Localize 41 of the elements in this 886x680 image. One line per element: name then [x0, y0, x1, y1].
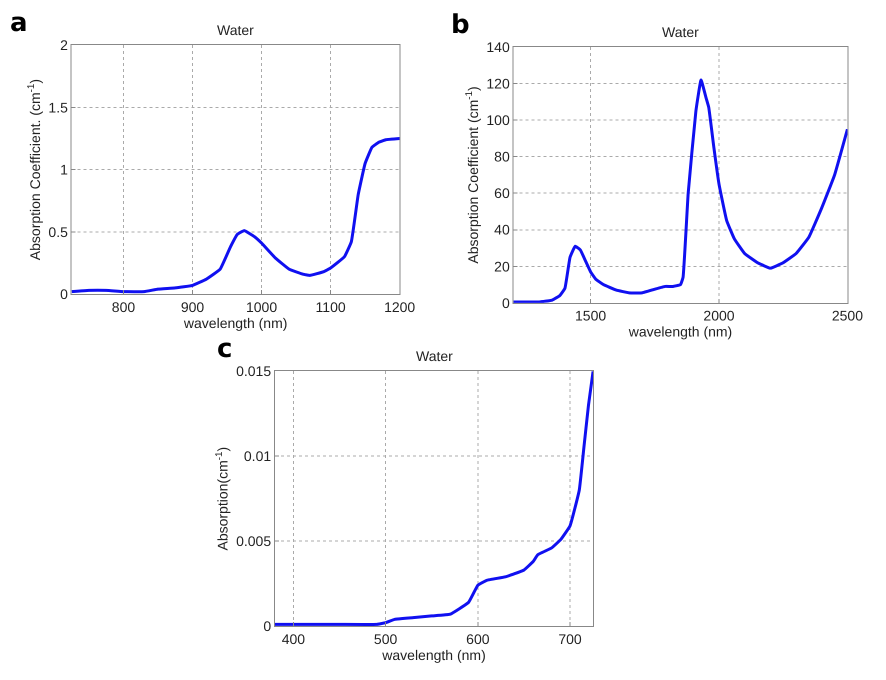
x-tick-label: 700 [558, 630, 582, 647]
chart-title: Water [662, 24, 700, 40]
x-tick-label: 600 [466, 630, 490, 647]
y-tick-label: 0 [502, 294, 510, 311]
x-tick-label: 2500 [832, 308, 864, 324]
x-tick-label: 1200 [384, 298, 416, 315]
line-series [274, 371, 594, 626]
y-tick-label: 40 [494, 222, 510, 238]
x-tick-label: 800 [112, 298, 136, 315]
y-tick-label: 0.015 [236, 363, 272, 380]
y-tick-label: 1 [60, 162, 68, 178]
text: b [451, 10, 470, 40]
x-tick-label: 400 [282, 630, 306, 647]
x-tick-label: 900 [180, 298, 204, 315]
y-tick-label: 1.5 [48, 99, 68, 116]
y-tick-label: 2 [60, 37, 68, 54]
text: c [217, 334, 232, 364]
y-tick-label: 0 [60, 286, 68, 302]
y-tick-label: 60 [494, 185, 510, 202]
x-axis-title: wavelength (nm) [381, 646, 486, 663]
y-tick-label: 80 [494, 148, 510, 165]
chart-title: Water [217, 22, 254, 38]
x-tick-label: 1500 [575, 308, 606, 324]
x-tick-label: 2000 [703, 308, 735, 324]
y-tick-label: 140 [486, 38, 510, 55]
chart-title: Water [416, 348, 454, 364]
x-axis-title: wavelength (nm) [628, 324, 732, 340]
y-tick-label: 0 [263, 618, 272, 634]
y-tick-label: 0.005 [236, 533, 272, 550]
y-tick-label: 0.5 [48, 224, 68, 240]
x-tick-label: 1000 [246, 298, 278, 315]
x-tick-label: 1100 [316, 298, 346, 315]
y-tick-label: 100 [486, 112, 510, 128]
line-series [514, 78, 848, 303]
y-tick-label: 0.01 [244, 448, 272, 464]
line-series [72, 136, 400, 294]
x-tick-label: 500 [374, 630, 398, 647]
text: a [10, 8, 28, 38]
y-tick-label: 20 [494, 258, 510, 274]
y-tick-label: 120 [486, 76, 510, 92]
x-axis-title: wavelength (nm) [182, 314, 288, 331]
